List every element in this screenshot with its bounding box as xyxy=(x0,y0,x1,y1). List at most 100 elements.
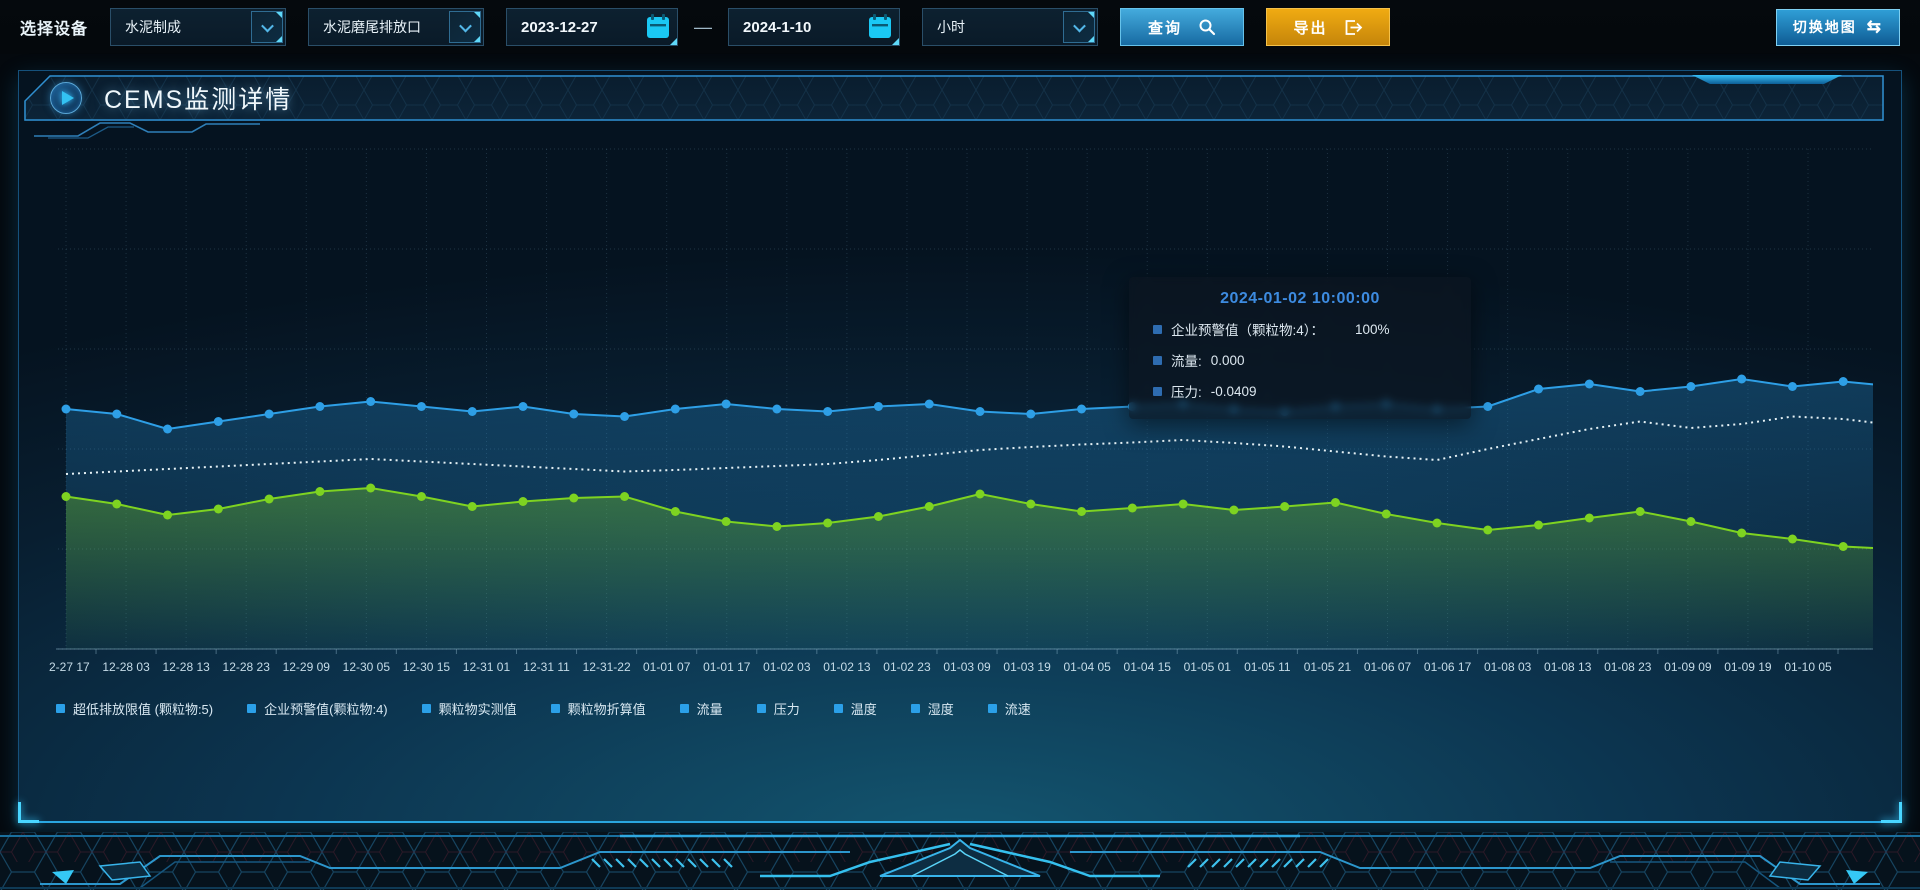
legend-item[interactable]: 企业预警值(颗粒物:4) xyxy=(247,699,388,718)
x-axis-label: 12-31-22 xyxy=(583,660,631,674)
data-point[interactable] xyxy=(823,407,833,416)
data-point[interactable] xyxy=(1534,520,1544,530)
chevron-down-icon[interactable] xyxy=(449,11,482,43)
legend-label: 温度 xyxy=(850,702,877,717)
data-point[interactable] xyxy=(467,502,477,511)
play-icon[interactable] xyxy=(50,82,82,114)
line-chart[interactable]: 12-27 17 12-28 03 12-28 13 12-28 23 12-29 09… xyxy=(42,147,1899,681)
data-point[interactable] xyxy=(1381,509,1391,519)
chevron-down-icon[interactable] xyxy=(251,11,284,43)
data-point[interactable] xyxy=(1229,505,1239,515)
data-point[interactable] xyxy=(1026,409,1036,419)
export-button[interactable]: 导出 xyxy=(1266,8,1391,46)
data-point[interactable] xyxy=(670,507,680,516)
data-point[interactable] xyxy=(1584,513,1594,523)
data-point[interactable] xyxy=(1737,374,1747,384)
outlet-value: 水泥磨尾排放口 xyxy=(323,19,422,35)
legend-item[interactable]: 温度 xyxy=(833,699,877,718)
data-point[interactable] xyxy=(1077,507,1087,516)
data-point[interactable] xyxy=(721,517,731,526)
data-point[interactable] xyxy=(1077,404,1087,414)
legend-marker xyxy=(833,704,843,713)
data-point[interactable] xyxy=(924,502,934,511)
data-point[interactable] xyxy=(1483,402,1493,411)
chart-area[interactable]: 12-27 17 12-28 03 12-28 13 12-28 23 12-29 09… xyxy=(42,147,1899,681)
x-axis-label: 12-27 17 xyxy=(49,660,90,674)
data-point[interactable] xyxy=(569,409,579,419)
data-point[interactable] xyxy=(1026,499,1036,509)
legend-item[interactable]: 超低排放限值 (颗粒物:5) xyxy=(56,699,213,718)
data-point[interactable] xyxy=(1127,503,1137,513)
data-point[interactable] xyxy=(1838,542,1848,551)
data-point[interactable] xyxy=(772,404,782,414)
data-point[interactable] xyxy=(1686,517,1696,526)
data-point[interactable] xyxy=(721,399,731,409)
chart-legend: 超低排放限值 (颗粒物:5) 企业预警值(颗粒物:4) 颗粒物实测值 颗粒物折算值 流量… xyxy=(56,699,1031,718)
data-point[interactable] xyxy=(975,489,985,499)
data-point[interactable] xyxy=(112,409,122,419)
data-point[interactable] xyxy=(213,504,223,514)
data-point[interactable] xyxy=(1686,382,1696,391)
data-point[interactable] xyxy=(620,412,630,421)
x-axis-label: 12-28 23 xyxy=(223,660,271,674)
data-point[interactable] xyxy=(1635,507,1645,516)
data-point[interactable] xyxy=(61,404,71,414)
data-point[interactable] xyxy=(518,402,528,411)
data-point[interactable] xyxy=(772,522,782,531)
legend-item[interactable]: 流速 xyxy=(987,699,1031,718)
data-point[interactable] xyxy=(1787,382,1797,391)
data-point[interactable] xyxy=(366,483,376,493)
data-point[interactable] xyxy=(163,424,173,434)
start-date-picker[interactable]: 2023-12-27 xyxy=(506,8,679,46)
data-point[interactable] xyxy=(1635,387,1645,396)
data-point[interactable] xyxy=(1280,502,1290,511)
x-axis-label: 01-05 11 xyxy=(1244,660,1291,674)
outlet-select[interactable]: 水泥磨尾排放口 xyxy=(308,8,485,46)
data-point[interactable] xyxy=(264,494,274,504)
data-point[interactable] xyxy=(1737,528,1747,538)
data-point[interactable] xyxy=(620,492,630,501)
data-point[interactable] xyxy=(1483,525,1493,535)
map-toggle-button[interactable]: 切换地图 ⇆ xyxy=(1775,8,1900,46)
data-point[interactable] xyxy=(1787,534,1797,544)
data-point[interactable] xyxy=(1178,499,1188,509)
map-toggle-label: 切换地图 xyxy=(1792,19,1857,35)
data-point[interactable] xyxy=(315,402,325,411)
data-point[interactable] xyxy=(518,497,528,506)
x-axis-label: 12-29 09 xyxy=(283,660,331,674)
data-point[interactable] xyxy=(873,402,883,411)
data-point[interactable] xyxy=(264,409,274,419)
data-point[interactable] xyxy=(213,417,223,426)
legend-item[interactable]: 颗粒物实测值 xyxy=(421,699,517,718)
tooltip-row-value: 100% xyxy=(1355,321,1390,337)
tooltip-row: 流量: 0.000 xyxy=(1153,350,1471,370)
data-point[interactable] xyxy=(823,518,833,528)
chevron-down-icon[interactable] xyxy=(1063,11,1096,43)
data-point[interactable] xyxy=(315,487,325,496)
data-point[interactable] xyxy=(1432,518,1442,528)
data-point[interactable] xyxy=(975,407,985,416)
legend-item[interactable]: 流量 xyxy=(679,699,723,718)
data-point[interactable] xyxy=(1838,377,1848,386)
data-point[interactable] xyxy=(416,492,426,501)
interval-select[interactable]: 小时 xyxy=(922,8,1099,46)
data-point[interactable] xyxy=(1534,384,1544,394)
data-point[interactable] xyxy=(1584,379,1594,389)
legend-item[interactable]: 湿度 xyxy=(910,699,954,718)
data-point[interactable] xyxy=(61,492,71,501)
data-point[interactable] xyxy=(416,402,426,411)
legend-item[interactable]: 压力 xyxy=(756,699,800,718)
data-point[interactable] xyxy=(569,493,579,503)
data-point[interactable] xyxy=(112,499,122,509)
data-point[interactable] xyxy=(873,512,883,521)
data-point[interactable] xyxy=(670,404,680,414)
data-point[interactable] xyxy=(366,397,376,406)
data-point[interactable] xyxy=(924,399,934,409)
data-point[interactable] xyxy=(1330,498,1340,507)
device-type-select[interactable]: 水泥制成 xyxy=(110,8,287,46)
data-point[interactable] xyxy=(163,510,173,520)
data-point[interactable] xyxy=(467,407,477,416)
query-button[interactable]: 查询 xyxy=(1120,8,1245,46)
legend-item[interactable]: 颗粒物折算值 xyxy=(550,699,646,718)
end-date-picker[interactable]: 2024-1-10 xyxy=(728,8,901,46)
